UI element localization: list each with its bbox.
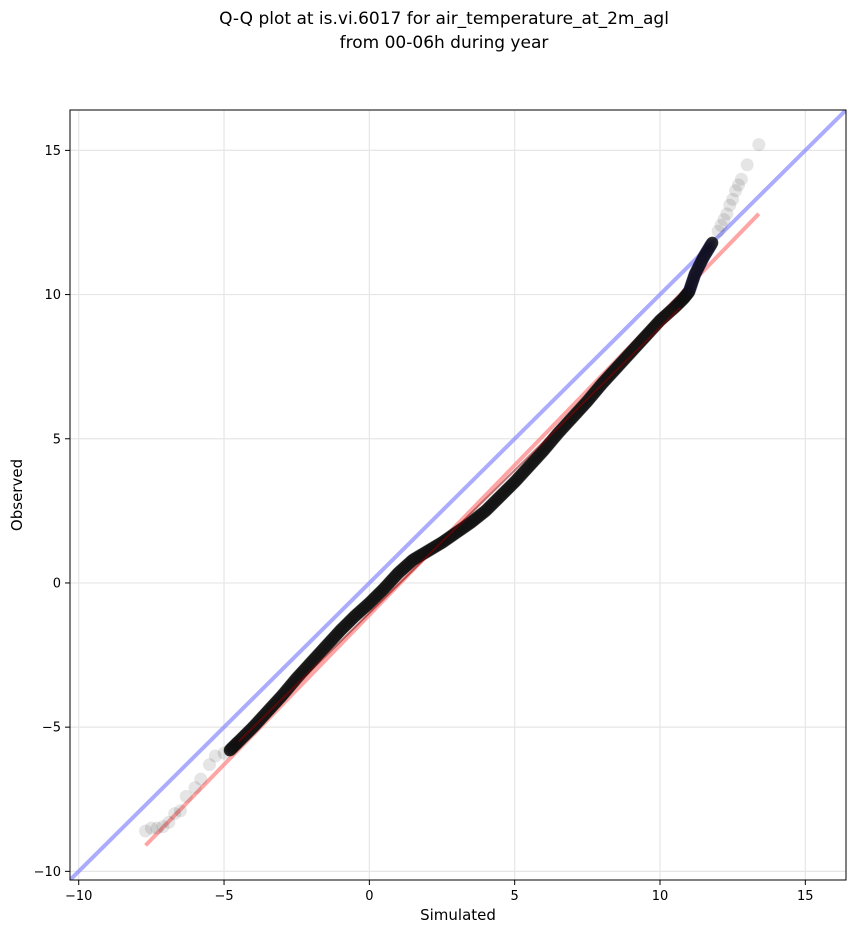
- chart-title: Q-Q plot at is.vi.6017 for air_temperatu…: [219, 9, 669, 29]
- x-tick-label: 10: [652, 889, 669, 904]
- quantile-curve: [223, 236, 719, 757]
- y-tick-label: 10: [44, 288, 61, 303]
- tail-point: [217, 746, 231, 760]
- tail-point: [179, 789, 193, 803]
- y-tick-label: −10: [34, 865, 61, 880]
- tail-point: [717, 213, 731, 227]
- tail-point: [720, 207, 734, 221]
- tail-point: [168, 807, 182, 821]
- y-tick-label: 5: [53, 432, 61, 447]
- tail-point: [194, 772, 208, 786]
- x-tick-label: 15: [797, 889, 814, 904]
- tail-point: [144, 821, 158, 835]
- identity-line: [70, 110, 846, 880]
- axis-ticks: −10 −5 0 5 10 15 −10 −5 0 5 10 15: [34, 144, 814, 904]
- tail-point: [734, 172, 748, 186]
- plot-frame: [69, 109, 847, 881]
- reference-lines: [70, 110, 846, 880]
- tail-point: [156, 820, 170, 834]
- tail-point: [714, 218, 728, 232]
- tail-point: [188, 781, 202, 795]
- grid-lines: [70, 110, 846, 880]
- x-tick-label: −10: [65, 889, 92, 904]
- tail-point: [740, 158, 754, 172]
- tail-point: [711, 224, 725, 238]
- x-tick-label: 0: [365, 889, 373, 904]
- tail-point: [726, 192, 740, 206]
- tail-point: [723, 198, 737, 212]
- x-axis-label: Simulated: [420, 906, 496, 924]
- x-tick-label: 5: [511, 889, 519, 904]
- tail-point: [731, 178, 745, 192]
- tail-point: [729, 184, 743, 198]
- tail-point: [203, 758, 217, 772]
- tail-point: [752, 138, 766, 152]
- data-points: [139, 138, 766, 838]
- tail-point: [162, 815, 176, 829]
- y-tick-label: 15: [44, 144, 61, 159]
- y-tick-label: −5: [42, 721, 61, 736]
- tail-point: [139, 824, 153, 838]
- chart-subtitle: from 00-06h during year: [340, 33, 549, 53]
- x-tick-label: −5: [214, 889, 233, 904]
- y-axis-label: Observed: [8, 459, 26, 531]
- tail-point: [208, 749, 222, 763]
- tail-point: [173, 804, 187, 818]
- tail-point: [150, 821, 164, 835]
- fit-line-overlay: [237, 306, 682, 743]
- y-tick-label: 0: [53, 576, 61, 591]
